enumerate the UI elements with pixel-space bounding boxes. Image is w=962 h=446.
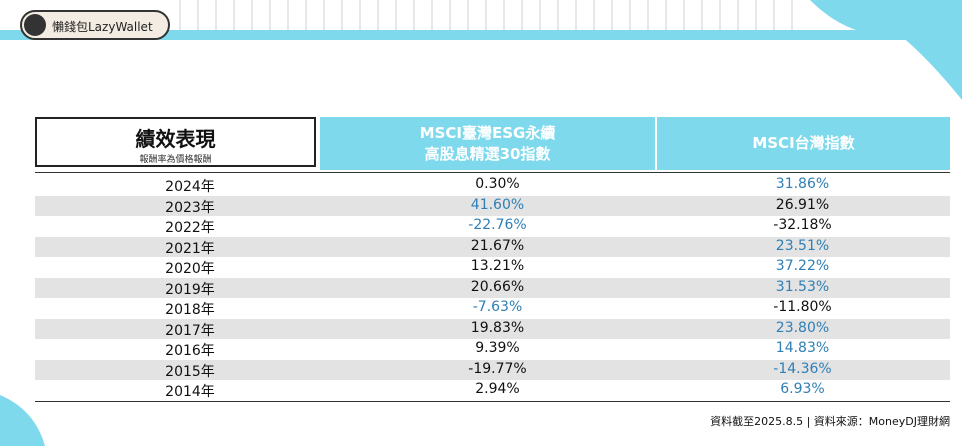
arrow-icon (24, 14, 46, 36)
year-cell: 2019年 (165, 281, 215, 298)
return-cell: -14.36% (773, 360, 832, 377)
rule (35, 172, 950, 173)
return-cell: -32.18% (773, 217, 832, 233)
table-title: 績效表現 (135, 127, 216, 151)
footnote: 資料截至2025.8.5 | 資料來源：MoneyDJ理財網 (710, 415, 950, 428)
table-row: 2017年 19.83% 23.80% (35, 318, 950, 339)
return-cell: 26.91% (775, 196, 830, 213)
return-cell: -19.77% (468, 360, 527, 377)
table-subtitle: 報酬率為價格報酬 (139, 155, 212, 165)
column-header-line: 高股息精選30指數 (424, 144, 551, 163)
table-row: 2020年 13.21% 37.22% (35, 257, 950, 278)
year-cell: 2022年 (165, 220, 215, 236)
table-row: 2024年 0.30% 31.86% (35, 175, 950, 196)
column-header-line: MSCI台灣指數 (752, 134, 855, 152)
column-header: MSCI台灣指數 (657, 117, 950, 170)
table-row: 2023年 41.60% 26.91% (35, 195, 950, 216)
return-cell: 9.39% (475, 340, 520, 356)
year-cell: 2014年 (165, 384, 215, 400)
return-cell: -22.76% (468, 217, 527, 233)
badge[interactable]: 懶錢包LazyWallet (20, 10, 170, 40)
return-cell: 14.83% (775, 340, 830, 356)
year-cell: 2024年 (165, 179, 215, 195)
return-cell: 20.66% (470, 278, 525, 295)
return-cell: 19.83% (470, 319, 525, 336)
table-row: 2018年 -7.63% -11.80% (35, 298, 950, 319)
return-cell: 13.21% (470, 258, 525, 274)
return-cell: 21.67% (470, 237, 525, 254)
year-cell: 2016年 (165, 343, 215, 359)
return-cell: 31.53% (775, 278, 830, 295)
year-cell: 2021年 (165, 240, 215, 257)
return-cell: 31.86% (775, 176, 830, 192)
table-row: 2019年 20.66% 31.53% (35, 277, 950, 298)
column-header: MSCI臺灣ESG永續 高股息精選30指數 (320, 117, 655, 170)
year-cell: 2020年 (165, 261, 215, 277)
badge-label: 懶錢包LazyWallet (52, 20, 153, 34)
return-cell: 2.94% (475, 381, 520, 397)
return-cell: -11.80% (773, 299, 832, 315)
return-cell: 23.80% (775, 319, 830, 336)
return-cell: -7.63% (472, 299, 523, 315)
year-cell: 2018年 (165, 302, 215, 318)
table-row: 2022年 -22.76% -32.18% (35, 216, 950, 237)
rule (35, 401, 950, 402)
table-row: 2014年 2.94% 6.93% (35, 380, 950, 401)
title-cell: 績效表現 報酬率為價格報酬 (35, 117, 316, 167)
table-row: 2021年 21.67% 23.51% (35, 236, 950, 257)
table-row: 2016年 9.39% 14.83% (35, 339, 950, 360)
return-cell: 41.60% (470, 196, 525, 213)
return-cell: 0.30% (475, 176, 520, 192)
year-cell: 2015年 (165, 363, 215, 380)
table-row: 2015年 -19.77% -14.36% (35, 359, 950, 380)
column-header-line: MSCI臺灣ESG永續 (419, 123, 556, 142)
return-cell: 37.22% (775, 258, 830, 274)
year-cell: 2017年 (165, 322, 215, 339)
return-cell: 23.51% (775, 237, 830, 254)
return-cell: 6.93% (780, 381, 825, 397)
year-cell: 2023年 (165, 199, 215, 216)
